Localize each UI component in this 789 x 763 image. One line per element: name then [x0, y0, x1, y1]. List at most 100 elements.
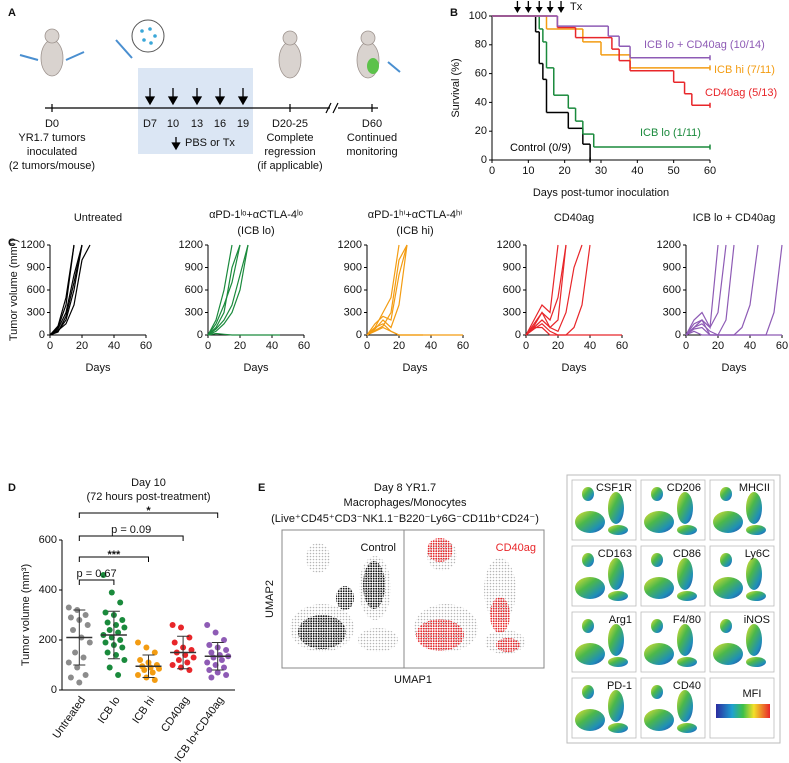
x-tick-label: 20 [552, 340, 564, 352]
x-axis-label: Days [721, 362, 747, 374]
series-label: Control (0/9) [510, 142, 571, 154]
y-tick-label: 600 [663, 284, 681, 296]
timepoint-note: inoculated [27, 146, 77, 158]
y-tick-label: 1200 [338, 239, 362, 251]
x-tick-label: 60 [616, 340, 628, 352]
y-tick-label: 200 [39, 634, 57, 646]
feature-map [582, 685, 594, 699]
y-tick-label: 900 [503, 261, 521, 273]
data-point [82, 612, 89, 618]
data-point [115, 672, 122, 678]
data-point [221, 637, 227, 643]
data-point [169, 622, 176, 628]
axis-label: UMAP2 [264, 580, 276, 618]
syringe-icon [19, 39, 401, 73]
marker-label: PD-1 [607, 680, 632, 692]
data-point [149, 669, 156, 676]
feature-map [575, 577, 605, 599]
timepoint: D0 [45, 118, 59, 130]
feature-map [644, 577, 674, 599]
y-tick-label: 0 [481, 154, 487, 166]
feature-map [746, 558, 762, 590]
feature-map [746, 657, 766, 667]
y-tick-label: 900 [663, 261, 681, 273]
x-tick-label: 40 [425, 340, 437, 352]
chart-title: αPD-1ʰⁱ+αCTLA-4ʰⁱ [368, 209, 463, 221]
x-tick-label: 20 [393, 340, 405, 352]
feature-map [608, 525, 628, 535]
y-tick-label: 900 [344, 261, 362, 273]
feature-map [608, 492, 624, 524]
y-tick-label: 0 [675, 329, 681, 341]
feature-map [720, 619, 732, 633]
data-point [115, 629, 122, 636]
marker-label: CD40 [673, 680, 701, 692]
x-tick-label: CD40ag [159, 695, 192, 735]
x-tick-label: 40 [744, 340, 756, 352]
data-point [137, 657, 144, 663]
timepoint: D20-25 [272, 118, 308, 130]
x-tick-label: 40 [108, 340, 120, 352]
feature-map [677, 657, 697, 667]
x-tick-label: 60 [457, 340, 469, 352]
data-point [121, 624, 128, 631]
significance-label: p = 0.67 [77, 568, 117, 580]
data-point [108, 589, 115, 596]
y-tick-label: 20 [475, 125, 487, 137]
tx-arrowhead [524, 7, 532, 13]
antibody-icon [131, 19, 165, 53]
tumor-line [366, 244, 408, 336]
feature-map [720, 553, 732, 567]
tumor-line [685, 244, 719, 336]
y-tick-label: 300 [663, 306, 681, 318]
data-point [100, 572, 107, 578]
y-tick-label: 0 [197, 329, 203, 341]
y-tick-label: 300 [27, 306, 45, 318]
treatment-window [138, 68, 253, 154]
color-scale [716, 704, 770, 718]
feature-map [582, 487, 594, 501]
tumor-line [685, 244, 727, 336]
y-tick-label: 80 [475, 39, 487, 51]
feature-map [608, 723, 628, 733]
data-point [169, 662, 176, 668]
data-point [206, 667, 213, 673]
data-point [82, 672, 89, 678]
data-point [204, 622, 211, 628]
series-label: ICB lo (1/11) [640, 127, 701, 139]
x-tick-label: 40 [266, 340, 278, 352]
data-point [214, 669, 221, 676]
data-point [188, 647, 195, 653]
data-point [106, 664, 113, 671]
data-point [65, 604, 72, 611]
x-tick-label: 60 [776, 340, 788, 352]
panel-letter: A [8, 7, 16, 19]
feature-map [575, 709, 605, 731]
feature-map [651, 487, 663, 501]
data-point [135, 639, 141, 646]
chart-title: αPD-1ˡᵒ+αCTLA-4ˡᵒ [209, 209, 303, 221]
y-tick-label: 1200 [657, 239, 681, 251]
feature-map [677, 624, 693, 656]
tumor-line [685, 244, 759, 336]
chart-title: Day 10 [131, 477, 166, 489]
feature-map [575, 643, 605, 665]
x-tick-label: 40 [584, 340, 596, 352]
panel-letter: B [450, 7, 458, 19]
data-point [113, 652, 119, 658]
chart-title: Untreated [74, 212, 122, 224]
tx-label: Tx [570, 1, 583, 13]
data-point [184, 659, 191, 666]
feature-map [677, 558, 693, 590]
tumor-line [207, 244, 241, 336]
data-point [102, 639, 109, 646]
marker-label: Ly6C [745, 548, 770, 560]
data-point [113, 622, 119, 628]
feature-map [677, 591, 697, 601]
x-tick-label: 60 [704, 165, 716, 177]
feature-map [651, 685, 663, 699]
feature-map [644, 643, 674, 665]
y-tick-label: 1200 [179, 239, 203, 251]
data-point [106, 627, 113, 633]
